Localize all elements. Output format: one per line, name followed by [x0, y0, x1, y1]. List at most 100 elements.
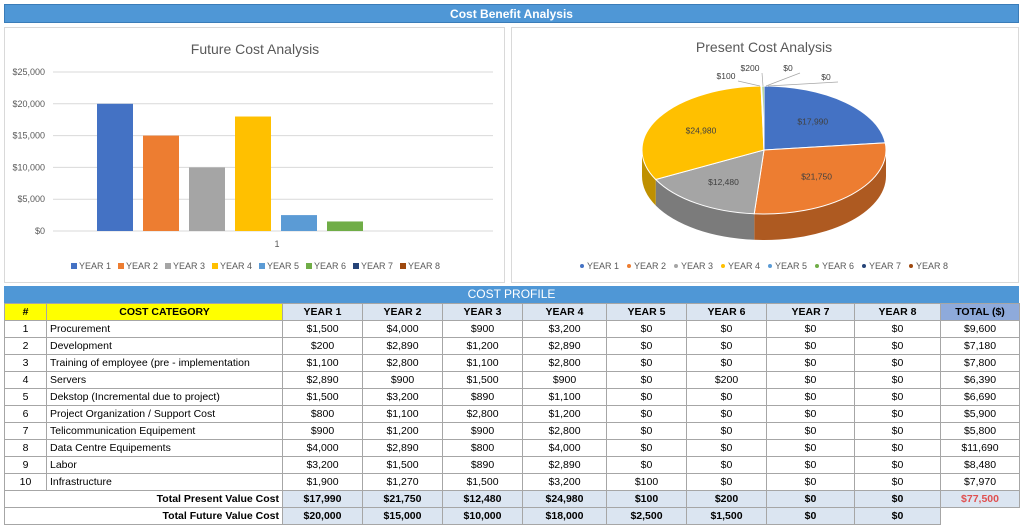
table-cell[interactable]: $900	[442, 320, 523, 338]
summary-cell[interactable]: $17,990	[282, 490, 363, 508]
table-cell[interactable]: $0	[686, 456, 767, 474]
table-cell[interactable]: $2,800	[362, 354, 443, 372]
summary-cell[interactable]: $0	[854, 490, 941, 508]
table-cell[interactable]: $2,890	[362, 439, 443, 457]
table-cell[interactable]: $1,100	[362, 405, 443, 423]
summary-cell[interactable]: $24,980	[522, 490, 607, 508]
cost-category-cell[interactable]: Servers	[46, 371, 283, 389]
table-cell[interactable]: 10	[4, 473, 47, 491]
table-cell[interactable]: $4,000	[362, 320, 443, 338]
table-cell[interactable]: $1,200	[522, 405, 607, 423]
table-cell[interactable]: $0	[686, 422, 767, 440]
table-cell[interactable]: $0	[606, 388, 687, 406]
table-cell[interactable]: $2,890	[522, 337, 607, 355]
table-cell[interactable]: $900	[282, 422, 363, 440]
table-cell[interactable]: $3,200	[522, 473, 607, 491]
table-cell[interactable]: $100	[606, 473, 687, 491]
table-cell[interactable]: $1,270	[362, 473, 443, 491]
cost-category-cell[interactable]: Infrastructure	[46, 473, 283, 491]
table-cell[interactable]: $5,900	[940, 405, 1020, 423]
cost-category-cell[interactable]: Procurement	[46, 320, 283, 338]
summary-cell[interactable]: $15,000	[362, 507, 443, 525]
table-cell[interactable]: 3	[4, 354, 47, 372]
table-cell[interactable]: $1,100	[522, 388, 607, 406]
table-cell[interactable]: $1,500	[442, 371, 523, 389]
table-cell[interactable]: $0	[854, 320, 941, 338]
table-cell[interactable]: $0	[606, 337, 687, 355]
table-cell[interactable]: $0	[766, 371, 855, 389]
cost-category-cell[interactable]: Project Organization / Support Cost	[46, 405, 283, 423]
summary-cell[interactable]: $18,000	[522, 507, 607, 525]
table-cell[interactable]: $1,200	[362, 422, 443, 440]
summary-cell[interactable]: $77,500	[940, 490, 1020, 508]
table-cell[interactable]: $1,500	[282, 388, 363, 406]
table-cell[interactable]: 7	[4, 422, 47, 440]
table-cell[interactable]: $3,200	[282, 456, 363, 474]
table-cell[interactable]: $900	[442, 422, 523, 440]
table-cell[interactable]: $890	[442, 388, 523, 406]
table-cell[interactable]: $0	[686, 320, 767, 338]
cost-category-cell[interactable]: Labor	[46, 456, 283, 474]
table-cell[interactable]: $4,000	[282, 439, 363, 457]
table-cell[interactable]: $2,890	[522, 456, 607, 474]
summary-cell[interactable]: $2,500	[606, 507, 687, 525]
table-cell[interactable]: $0	[686, 337, 767, 355]
summary-cell[interactable]: $0	[766, 507, 855, 525]
table-cell[interactable]: $0	[606, 354, 687, 372]
summary-cell[interactable]: $12,480	[442, 490, 523, 508]
table-cell[interactable]: 5	[4, 388, 47, 406]
table-cell[interactable]: $890	[442, 456, 523, 474]
table-cell[interactable]: $0	[766, 354, 855, 372]
table-cell[interactable]: $2,800	[522, 354, 607, 372]
table-cell[interactable]: $8,480	[940, 456, 1020, 474]
summary-cell[interactable]: $100	[606, 490, 687, 508]
table-cell[interactable]: $1,500	[282, 320, 363, 338]
summary-cell[interactable]: $1,500	[686, 507, 767, 525]
table-cell[interactable]: $0	[766, 388, 855, 406]
table-cell[interactable]: $900	[362, 371, 443, 389]
table-cell[interactable]: $0	[854, 456, 941, 474]
table-cell[interactable]: 1	[4, 320, 47, 338]
table-cell[interactable]: $0	[854, 371, 941, 389]
table-cell[interactable]: $2,890	[282, 371, 363, 389]
table-cell[interactable]: $200	[282, 337, 363, 355]
summary-cell[interactable]: $20,000	[282, 507, 363, 525]
table-cell[interactable]: 2	[4, 337, 47, 355]
table-cell[interactable]: $0	[686, 439, 767, 457]
table-cell[interactable]: $3,200	[362, 388, 443, 406]
table-cell[interactable]: $0	[686, 354, 767, 372]
table-cell[interactable]: $7,970	[940, 473, 1020, 491]
table-cell[interactable]: $0	[686, 388, 767, 406]
table-cell[interactable]: $0	[766, 337, 855, 355]
table-cell[interactable]: $0	[854, 473, 941, 491]
table-cell[interactable]: $0	[606, 371, 687, 389]
summary-cell[interactable]: $21,750	[362, 490, 443, 508]
table-cell[interactable]: $0	[766, 456, 855, 474]
table-cell[interactable]: $1,500	[362, 456, 443, 474]
table-cell[interactable]: $0	[854, 422, 941, 440]
table-cell[interactable]: 8	[4, 439, 47, 457]
table-cell[interactable]: $1,100	[442, 354, 523, 372]
table-cell[interactable]: $200	[686, 371, 767, 389]
table-cell[interactable]: $1,200	[442, 337, 523, 355]
table-cell[interactable]: $2,800	[442, 405, 523, 423]
table-cell[interactable]: 4	[4, 371, 47, 389]
table-cell[interactable]: $800	[442, 439, 523, 457]
table-cell[interactable]: $9,600	[940, 320, 1020, 338]
table-cell[interactable]: $4,000	[522, 439, 607, 457]
table-cell[interactable]: $5,800	[940, 422, 1020, 440]
table-cell[interactable]: $0	[606, 439, 687, 457]
table-cell[interactable]: $11,690	[940, 439, 1020, 457]
cost-category-cell[interactable]: Training of employee (pre - implementati…	[46, 354, 283, 372]
table-cell[interactable]: $0	[766, 405, 855, 423]
table-cell[interactable]: 6	[4, 405, 47, 423]
table-cell[interactable]: $0	[854, 337, 941, 355]
table-cell[interactable]: $0	[766, 473, 855, 491]
table-cell[interactable]: $1,500	[442, 473, 523, 491]
table-cell[interactable]: $0	[766, 422, 855, 440]
table-cell[interactable]: $0	[606, 422, 687, 440]
table-cell[interactable]: $1,900	[282, 473, 363, 491]
table-cell[interactable]: $900	[522, 371, 607, 389]
summary-cell[interactable]: $0	[766, 490, 855, 508]
cost-category-cell[interactable]: Telicommunication Equipement	[46, 422, 283, 440]
